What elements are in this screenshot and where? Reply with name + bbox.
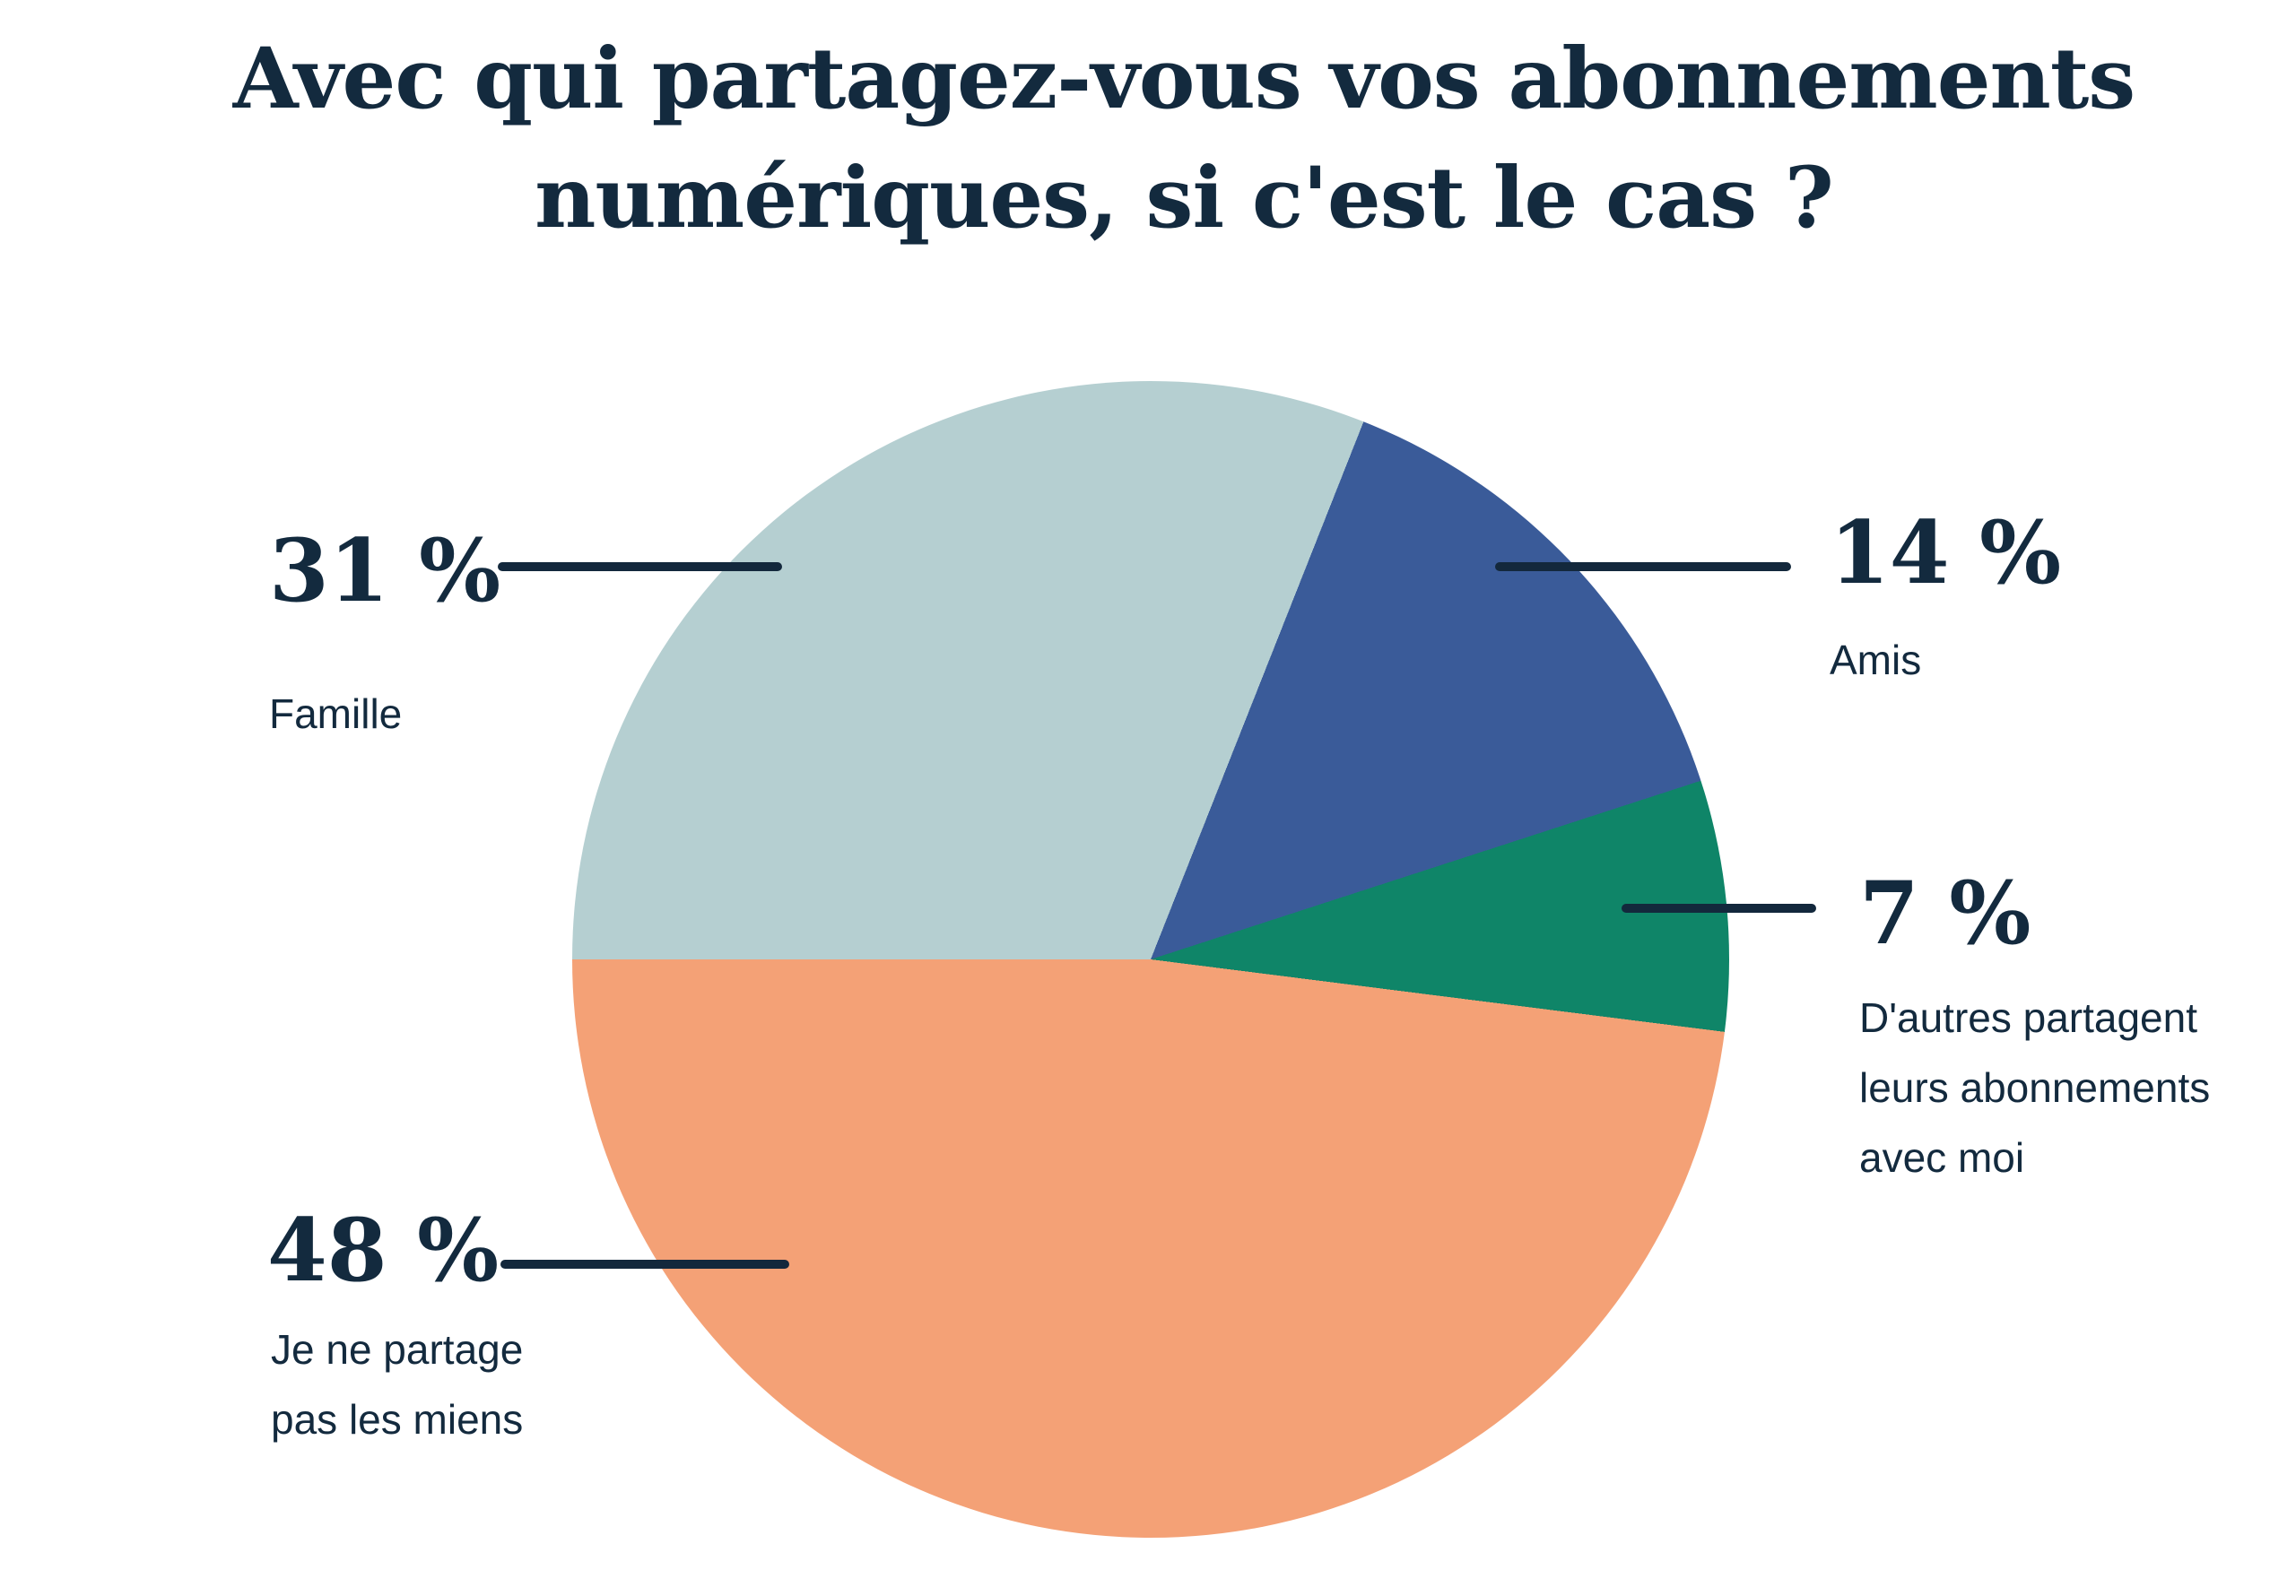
label-famille: Famille (269, 690, 403, 737)
chart-title-line2: numériques, si c'est le cas ? (535, 149, 1834, 248)
leader-line-moi (500, 1260, 789, 1269)
label-autres: D'autres partagent leurs abonnements avec … (1859, 983, 2210, 1193)
label-autres-line2: leurs abonnements (1859, 1064, 2211, 1112)
leader-line-autres (1622, 904, 1816, 913)
label-moi: Je ne partage pas les miens (271, 1314, 523, 1454)
percent-moi: 48 % (267, 1200, 500, 1301)
percent-famille: 31 % (269, 520, 501, 621)
percent-amis: 14 % (1830, 502, 2062, 603)
chart-title-line1: Avec qui partagez-vous vos abonnements (232, 30, 2135, 128)
percent-autres: 7 % (1859, 863, 2031, 964)
label-moi-line2: pas les miens (271, 1396, 524, 1444)
leader-line-famille (498, 562, 782, 571)
label-moi-line1: Je ne partage (271, 1326, 524, 1373)
leader-line-amis (1495, 562, 1791, 571)
label-autres-line1: D'autres partagent (1859, 994, 2198, 1041)
label-amis: Amis (1830, 637, 1922, 683)
label-autres-line3: avec moi (1859, 1134, 2025, 1182)
chart-title: Avec qui partagez-vous vos abonnements nu… (0, 20, 2296, 259)
pie-chart (572, 381, 1729, 1538)
